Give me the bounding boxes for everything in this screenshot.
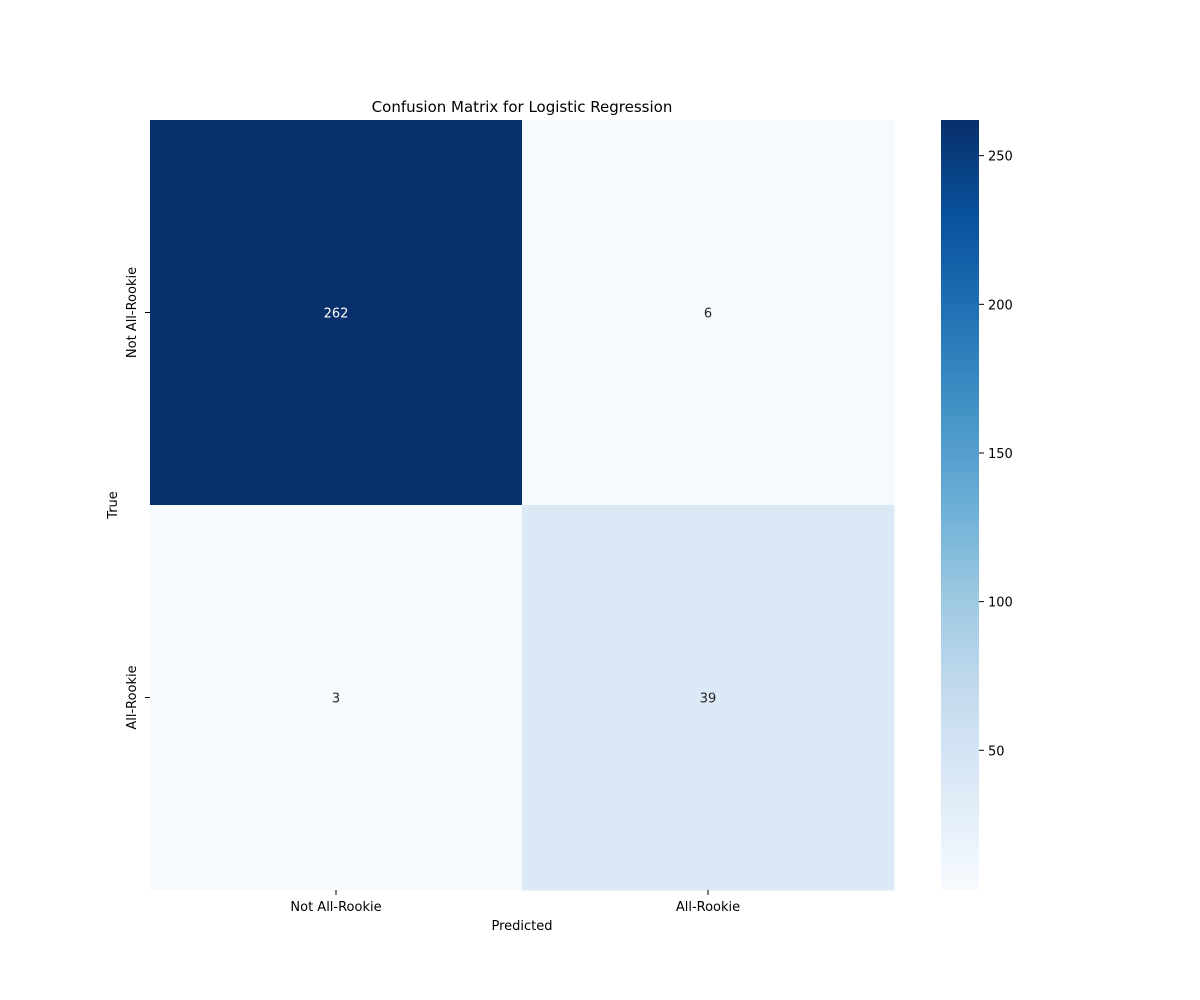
- colorbar-tick-label: 150: [988, 447, 1013, 462]
- cell-value-label: 6: [704, 307, 712, 322]
- x-tick-label: All-Rookie: [676, 900, 740, 915]
- colorbar-tick-label: 200: [988, 298, 1013, 313]
- heatmap-cells: 262 6 3 39: [150, 120, 895, 891]
- heatmap-cell: [522, 505, 895, 891]
- heatmap-cell: [522, 120, 895, 506]
- x-axis-ticks: Not All-Rookie All-Rookie: [290, 890, 740, 915]
- y-axis-label: True: [106, 491, 121, 520]
- cell-value-label: 3: [332, 692, 340, 707]
- y-tick-label: All-Rookie: [125, 665, 140, 729]
- heatmap-cell: [150, 120, 523, 506]
- cell-value-label: 262: [324, 307, 349, 322]
- colorbar-tick-label: 250: [988, 150, 1013, 165]
- y-tick-label: Not All-Rookie: [125, 267, 140, 358]
- cell-value-label: 39: [700, 692, 717, 707]
- x-tick-label: Not All-Rookie: [290, 900, 381, 915]
- colorbar: 50 100 150 200 250: [941, 120, 1013, 890]
- colorbar-gradient: [941, 120, 979, 890]
- heatmap-cell: [150, 505, 523, 891]
- colorbar-tick-label: 100: [988, 596, 1013, 611]
- x-axis-label: Predicted: [491, 919, 552, 934]
- chart-title: Confusion Matrix for Logistic Regression: [372, 98, 673, 116]
- y-axis-ticks: Not All-Rookie All-Rookie: [125, 267, 150, 730]
- colorbar-tick-label: 50: [988, 744, 1005, 759]
